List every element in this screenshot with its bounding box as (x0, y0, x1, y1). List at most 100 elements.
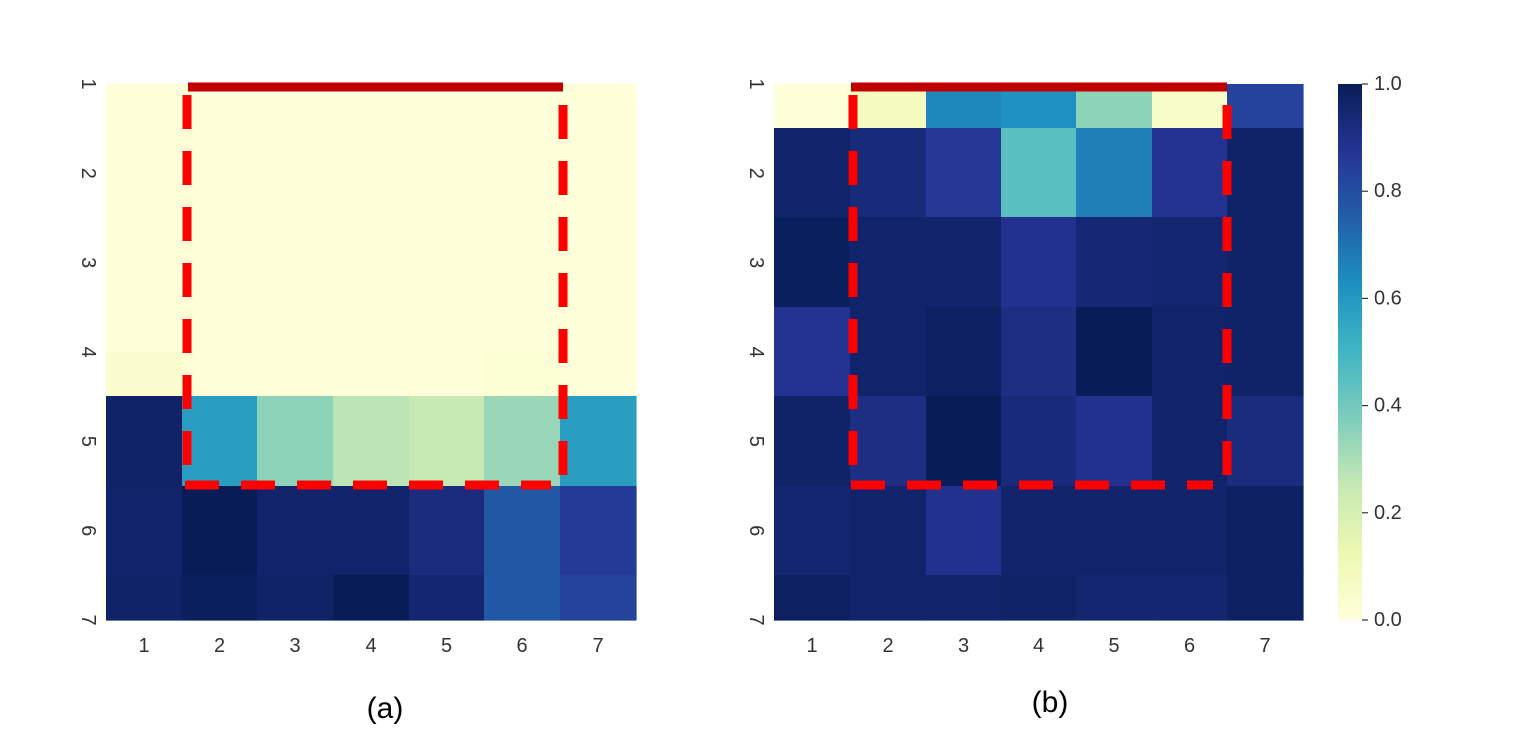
heatmap-b-cell-r4-c1 (774, 307, 851, 397)
heatmap-b-cell-r2-c5 (1076, 128, 1153, 218)
heatmap-a-cell-r2-c3 (257, 173, 334, 263)
heatmap-a-cell-r2-c5 (409, 173, 485, 263)
heatmap-a-x-tick-label: 4 (365, 635, 376, 657)
colorbar-gradient (1338, 84, 1362, 620)
heatmap-b-cell-r5-c7 (1227, 396, 1304, 487)
heatmap-a-cell-r7-c7 (560, 575, 637, 621)
heatmap-a-cell-r3-c7 (560, 262, 637, 353)
heatmap-b-cell-r2-c3 (926, 128, 1002, 218)
heatmap-b-cell-r5-c4 (1001, 396, 1077, 487)
heatmap-a-cell-r5-c5 (409, 396, 485, 487)
heatmap-a-cells (106, 84, 637, 621)
heatmap-b-x-tick-label: 4 (1033, 635, 1044, 657)
heatmap-a-cell-r2-c4 (333, 173, 410, 263)
heatmap-b-cell-r4-c6 (1152, 307, 1228, 397)
heatmap-a-cell-r7-c2 (182, 575, 258, 621)
heatmap-a-cell-r5-c7 (560, 396, 637, 487)
heatmap-a-y-tick-label: 7 (77, 614, 99, 625)
heatmap-b-cell-r6-c4 (1001, 486, 1077, 576)
heatmap-a-cell-r6-c2 (182, 486, 258, 576)
heatmap-a-cell-r3-c2 (182, 262, 258, 353)
heatmap-b-y-tick-label: 3 (745, 257, 767, 268)
heatmap-a-cell-r4-c6 (484, 352, 561, 397)
heatmap-b-cell-r5-c6 (1152, 396, 1228, 487)
heatmap-b-cells (774, 84, 1304, 621)
colorbar-tick-label: 0.6 (1374, 287, 1402, 309)
heatmap-a-cell-r1-c3 (257, 84, 334, 174)
heatmap-a-cell-r5-c1 (106, 396, 183, 487)
heatmap-b-cell-r7-c2 (850, 575, 927, 621)
heatmap-a-cell-r1-c2 (182, 84, 258, 174)
heatmap-b-cell-r6-c1 (774, 486, 851, 576)
heatmap-b-cell-r7-c4 (1001, 575, 1077, 621)
heatmap-a-cell-r4-c5 (409, 352, 485, 397)
heatmap-a-cell-r6-c7 (560, 486, 637, 576)
heatmap-b-y-tick-label: 1 (745, 78, 767, 89)
heatmap-a-cell-r7-c6 (484, 575, 561, 621)
heatmap-panel-b: 1 2 3 4 5 6 7 1 2 3 4 5 6 7 (b) (745, 78, 1304, 719)
heatmap-a-cell-r5-c4 (333, 396, 410, 487)
heatmap-a-y-tick-label: 1 (77, 78, 99, 89)
heatmap-a-x-tick-label: 3 (289, 635, 300, 657)
heatmap-b-cell-r2-c4 (1001, 128, 1077, 218)
heatmap-a-cell-r4-c4 (333, 352, 410, 397)
heatmap-a-cell-r6-c5 (409, 486, 485, 576)
heatmap-a-x-tick-label: 2 (214, 635, 225, 657)
heatmap-a-cell-r1-c1 (106, 84, 183, 174)
heatmap-b-cell-r4-c5 (1076, 307, 1153, 397)
heatmap-b-x-tick-label: 5 (1108, 635, 1119, 657)
heatmap-a-highlight-box (182, 82, 568, 490)
heatmap-a-cell-r2-c1 (106, 173, 183, 263)
heatmap-b-cell-r3-c2 (850, 217, 927, 308)
heatmap-b-cell-r5-c2 (850, 396, 927, 487)
heatmap-b-cell-r7-c5 (1076, 575, 1153, 621)
heatmap-b-cell-r2-c6 (1152, 128, 1228, 218)
colorbar: 0.0 0.2 0.4 0.6 0.8 1.0 (1338, 73, 1402, 631)
heatmap-b-cell-r4-c2 (850, 307, 927, 397)
heatmap-a-cell-r4-c2 (182, 352, 258, 397)
heatmap-a-cell-r1-c6 (484, 84, 561, 174)
heatmap-b-y-tick-label: 5 (745, 436, 767, 447)
heatmap-b-cell-r6-c5 (1076, 486, 1153, 576)
heatmap-b-cell-r7-c1 (774, 575, 851, 621)
heatmap-a-cell-r4-c7 (560, 352, 637, 397)
heatmap-b-cell-r3-c7 (1227, 217, 1304, 308)
heatmap-a-cell-r7-c4 (333, 575, 410, 621)
heatmap-a-cell-r6-c4 (333, 486, 410, 576)
heatmap-a-y-tick-label: 3 (77, 257, 99, 268)
heatmap-panel-a: 1 2 3 4 5 6 7 1 2 3 4 5 6 7 (a) (77, 78, 637, 725)
heatmap-b-cell-r6-c3 (926, 486, 1002, 576)
heatmap-b-cell-r7-c6 (1152, 575, 1228, 621)
heatmap-a-cell-r6-c1 (106, 486, 183, 576)
heatmap-b-cell-r3-c3 (926, 217, 1002, 308)
colorbar-tick-label: 1.0 (1374, 73, 1402, 95)
heatmap-b-y-tick-label: 2 (745, 168, 767, 179)
heatmap-a-cell-r3-c5 (409, 262, 485, 353)
heatmap-a-cell-r4-c3 (257, 352, 334, 397)
heatmap-b-cell-r5-c5 (1076, 396, 1153, 487)
heatmap-a-y-ticks: 1 2 3 4 5 6 7 (77, 78, 99, 625)
heatmap-a-cell-r3-c3 (257, 262, 334, 353)
heatmap-b-cell-r5-c1 (774, 396, 851, 487)
heatmap-a-cell-r5-c3 (257, 396, 334, 487)
heatmap-a-cell-r5-c6 (484, 396, 561, 487)
heatmap-a-cell-r6-c3 (257, 486, 334, 576)
heatmap-a-cell-r4-c1 (106, 352, 183, 397)
heatmap-a-cell-r2-c2 (182, 173, 258, 263)
heatmap-a-x-tick-label: 1 (138, 635, 149, 657)
heatmap-b-y-tick-label: 6 (745, 525, 767, 536)
heatmap-b-cell-r3-c6 (1152, 217, 1228, 308)
heatmap-b-x-tick-label: 1 (806, 635, 817, 657)
heatmap-a-y-tick-label: 5 (77, 436, 99, 447)
heatmap-a-cell-r2-c6 (484, 173, 561, 263)
heatmap-b-x-tick-label: 3 (958, 635, 969, 657)
heatmap-b-x-tick-label: 7 (1259, 635, 1270, 657)
heatmap-b-cell-r7-c7 (1227, 575, 1304, 621)
heatmap-a-x-tick-label: 7 (592, 635, 603, 657)
colorbar-ticks: 0.0 0.2 0.4 0.6 0.8 1.0 (1362, 73, 1402, 631)
colorbar-tick-label: 0.0 (1374, 609, 1402, 631)
heatmap-b-y-tick-label: 7 (745, 614, 767, 625)
heatmap-a-cell-r3-c6 (484, 262, 561, 353)
heatmap-a-cell-r3-c4 (333, 262, 410, 353)
heatmap-b-cell-r6-c6 (1152, 486, 1228, 576)
